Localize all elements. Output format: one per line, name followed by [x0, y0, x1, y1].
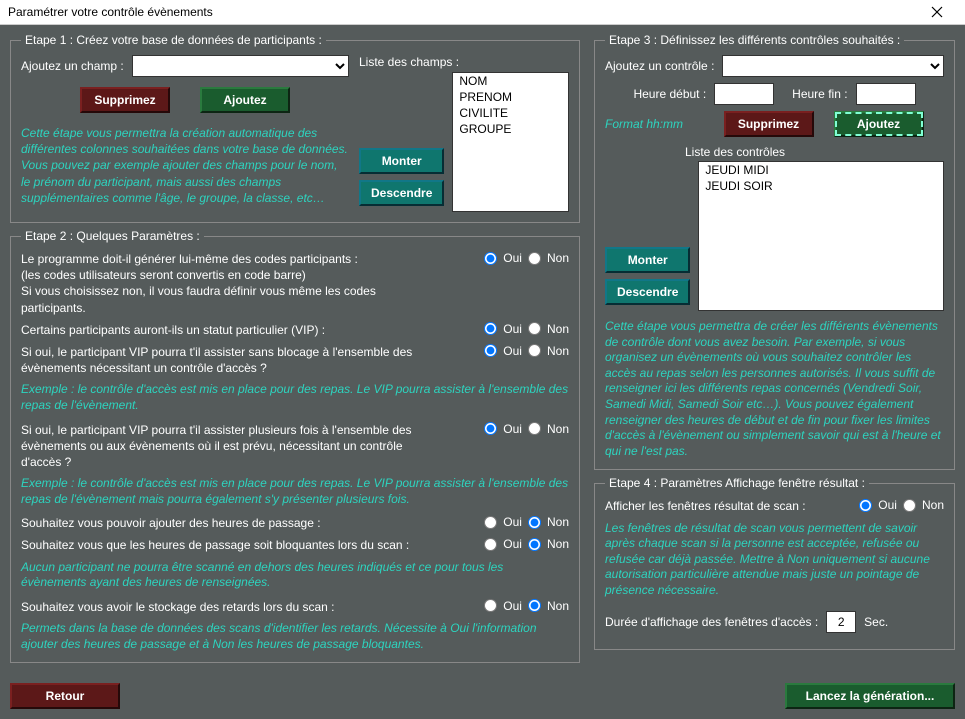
back-button[interactable]: Retour: [10, 683, 120, 709]
q3-no-radio[interactable]: [528, 344, 541, 357]
fields-listbox[interactable]: NOMPRENOMCIVILITEGROUPE: [452, 72, 569, 212]
time-format-label: Format hh:mm: [605, 117, 683, 131]
duration-label: Durée d'affichage des fenêtres d'accès :: [605, 615, 818, 629]
q4-text: Si oui, le participant VIP pourra t'il a…: [21, 422, 449, 471]
show-yes-radio[interactable]: [859, 499, 872, 512]
q3-text: Si oui, le participant VIP pourra t'il a…: [21, 344, 449, 376]
q6-yes-radio[interactable]: [484, 538, 497, 551]
end-time-input[interactable]: [856, 83, 916, 105]
q5-yes-radio[interactable]: [484, 516, 497, 529]
step4-fieldset: Etape 4 : Paramètres Affichage fenêtre r…: [594, 476, 955, 649]
delete-control-button[interactable]: Supprimez: [724, 111, 814, 137]
q1-text-c: Si vous choisissez non, il vous faudra d…: [21, 283, 441, 315]
field-up-button[interactable]: Monter: [359, 148, 444, 174]
list-item[interactable]: NOM: [453, 73, 568, 89]
q6-no-radio[interactable]: [528, 538, 541, 551]
titlebar: Paramétrer votre contrôle évènements: [0, 0, 965, 25]
step1-help: Cette étape vous permettra la création a…: [21, 125, 349, 206]
delete-field-button[interactable]: Supprimez: [80, 87, 170, 113]
q4-example: Exemple : le contrôle d'accès est mis en…: [21, 476, 569, 507]
duration-unit: Sec.: [864, 615, 888, 629]
field-down-button[interactable]: Descendre: [359, 180, 444, 206]
q2-text: Certains participants auront-ils un stat…: [21, 322, 449, 338]
controls-listbox[interactable]: JEUDI MIDIJEUDI SOIR: [698, 161, 944, 311]
start-time-label: Heure début :: [633, 87, 706, 101]
step4-legend: Etape 4 : Paramètres Affichage fenêtre r…: [605, 476, 869, 490]
list-item[interactable]: JEUDI SOIR: [699, 178, 943, 194]
q7-example: Permets dans la base de données des scan…: [21, 621, 569, 652]
controls-list-label: Liste des contrôles: [685, 145, 944, 159]
q1-text-b: (les codes utilisateurs seront convertis…: [21, 267, 441, 283]
list-item[interactable]: JEUDI MIDI: [699, 162, 943, 178]
q4-no-radio[interactable]: [528, 422, 541, 435]
q7-no-radio[interactable]: [528, 599, 541, 612]
step3-legend: Etape 3 : Définissez les différents cont…: [605, 33, 904, 47]
show-windows-label: Afficher les fenêtres résultat de scan :: [605, 498, 824, 514]
fields-list-label: Liste des champs :: [359, 55, 569, 69]
add-field-label: Ajoutez un champ :: [21, 59, 124, 73]
add-control-select[interactable]: [722, 55, 944, 77]
q6-text: Souhaitez vous que les heures de passage…: [21, 537, 449, 553]
q1-text-a: Le programme doit-il générer lui-même de…: [21, 251, 441, 267]
window: Paramétrer votre contrôle évènements Eta…: [0, 0, 965, 678]
show-no-radio[interactable]: [903, 499, 916, 512]
list-item[interactable]: PRENOM: [453, 89, 568, 105]
list-item[interactable]: GROUPE: [453, 121, 568, 137]
q1-no-radio[interactable]: [528, 252, 541, 265]
add-control-button[interactable]: Ajoutez: [834, 111, 924, 137]
q3-example: Exemple : le contrôle d'accès est mis en…: [21, 382, 569, 413]
step1-fieldset: Etape 1 : Créez votre base de données de…: [10, 33, 580, 223]
control-down-button[interactable]: Descendre: [605, 279, 690, 305]
step3-help: Cette étape vous permettra de créer les …: [605, 319, 944, 459]
step3-fieldset: Etape 3 : Définissez les différents cont…: [594, 33, 955, 470]
step4-help: Les fenêtres de résultat de scan vous pe…: [605, 521, 944, 599]
close-button[interactable]: [917, 0, 957, 24]
start-time-input[interactable]: [714, 83, 774, 105]
q5-text: Souhaitez vous pouvoir ajouter des heure…: [21, 515, 449, 531]
close-icon: [931, 6, 943, 18]
step1-legend: Etape 1 : Créez votre base de données de…: [21, 33, 326, 47]
q6-example: Aucun participant ne pourra être scanné …: [21, 560, 569, 591]
q4-yes-radio[interactable]: [484, 422, 497, 435]
end-time-label: Heure fin :: [792, 87, 847, 101]
q3-yes-radio[interactable]: [484, 344, 497, 357]
q1-yes-radio[interactable]: [484, 252, 497, 265]
add-control-label: Ajoutez un contrôle :: [605, 59, 714, 73]
duration-input[interactable]: [826, 611, 856, 633]
step2-fieldset: Etape 2 : Quelques Paramètres : Le progr…: [10, 229, 580, 663]
window-title: Paramétrer votre contrôle évènements: [8, 5, 917, 19]
step2-legend: Etape 2 : Quelques Paramètres :: [21, 229, 204, 243]
generate-button[interactable]: Lancez la génération...: [785, 683, 955, 709]
add-field-select[interactable]: [132, 55, 349, 77]
bottom-bar: Retour Lancez la génération...: [0, 677, 965, 719]
q7-yes-radio[interactable]: [484, 599, 497, 612]
add-field-button[interactable]: Ajoutez: [200, 87, 290, 113]
q2-yes-radio[interactable]: [484, 322, 497, 335]
q2-no-radio[interactable]: [528, 322, 541, 335]
control-up-button[interactable]: Monter: [605, 247, 690, 273]
q5-no-radio[interactable]: [528, 516, 541, 529]
list-item[interactable]: CIVILITE: [453, 105, 568, 121]
q7-text: Souhaitez vous avoir le stockage des ret…: [21, 599, 449, 615]
